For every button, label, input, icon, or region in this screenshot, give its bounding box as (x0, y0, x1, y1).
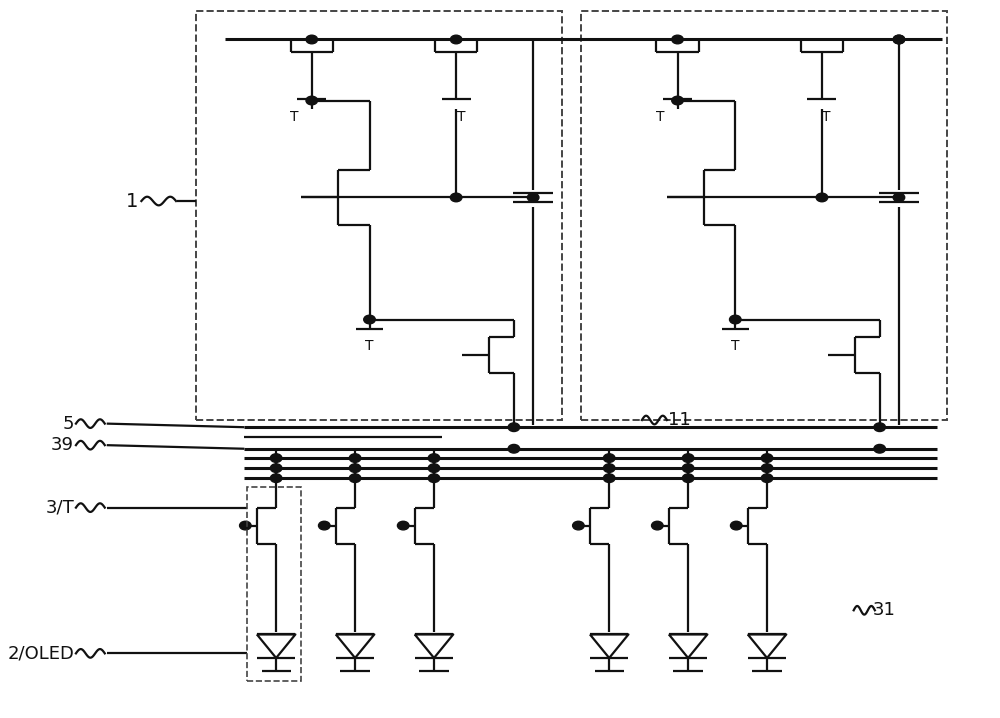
Circle shape (573, 521, 584, 530)
Circle shape (603, 454, 615, 462)
Circle shape (893, 193, 905, 202)
Circle shape (816, 193, 828, 202)
Circle shape (306, 35, 318, 44)
Circle shape (761, 474, 773, 482)
Circle shape (364, 315, 375, 324)
Circle shape (306, 96, 318, 105)
Bar (196, 11, 562, 420)
Text: 2/OLED: 2/OLED (7, 644, 74, 663)
Circle shape (450, 193, 462, 202)
Text: T: T (365, 339, 374, 353)
Circle shape (893, 35, 905, 44)
Text: 3/T: 3/T (45, 498, 74, 517)
Circle shape (240, 521, 251, 530)
Circle shape (761, 454, 773, 462)
Circle shape (349, 454, 361, 462)
Circle shape (682, 464, 694, 472)
Circle shape (270, 464, 282, 472)
Circle shape (527, 193, 539, 202)
Circle shape (270, 454, 282, 462)
Circle shape (874, 423, 885, 432)
Text: 5: 5 (63, 414, 74, 433)
Circle shape (682, 454, 694, 462)
Circle shape (428, 464, 440, 472)
Circle shape (603, 474, 615, 482)
Circle shape (652, 521, 663, 530)
Circle shape (349, 474, 361, 482)
Text: T: T (457, 110, 465, 123)
Circle shape (508, 423, 520, 432)
Text: 31: 31 (873, 601, 896, 620)
Circle shape (761, 464, 773, 472)
Circle shape (318, 521, 330, 530)
Bar (581, 11, 947, 420)
Circle shape (397, 521, 409, 530)
Text: 1: 1 (126, 192, 138, 210)
Text: T: T (731, 339, 740, 353)
Circle shape (672, 96, 683, 105)
Circle shape (450, 35, 462, 44)
Circle shape (428, 454, 440, 462)
Circle shape (893, 35, 905, 44)
Circle shape (603, 464, 615, 472)
Circle shape (349, 464, 361, 472)
Circle shape (730, 315, 741, 324)
Text: T: T (822, 110, 831, 123)
Circle shape (874, 444, 885, 453)
Bar (247, 487, 301, 681)
Text: T: T (656, 110, 664, 123)
Circle shape (508, 444, 520, 453)
Circle shape (682, 474, 694, 482)
Circle shape (270, 474, 282, 482)
Circle shape (672, 35, 683, 44)
Text: 11: 11 (668, 411, 691, 429)
Text: T: T (290, 110, 299, 123)
Circle shape (730, 521, 742, 530)
Circle shape (428, 474, 440, 482)
Text: 39: 39 (51, 436, 74, 454)
